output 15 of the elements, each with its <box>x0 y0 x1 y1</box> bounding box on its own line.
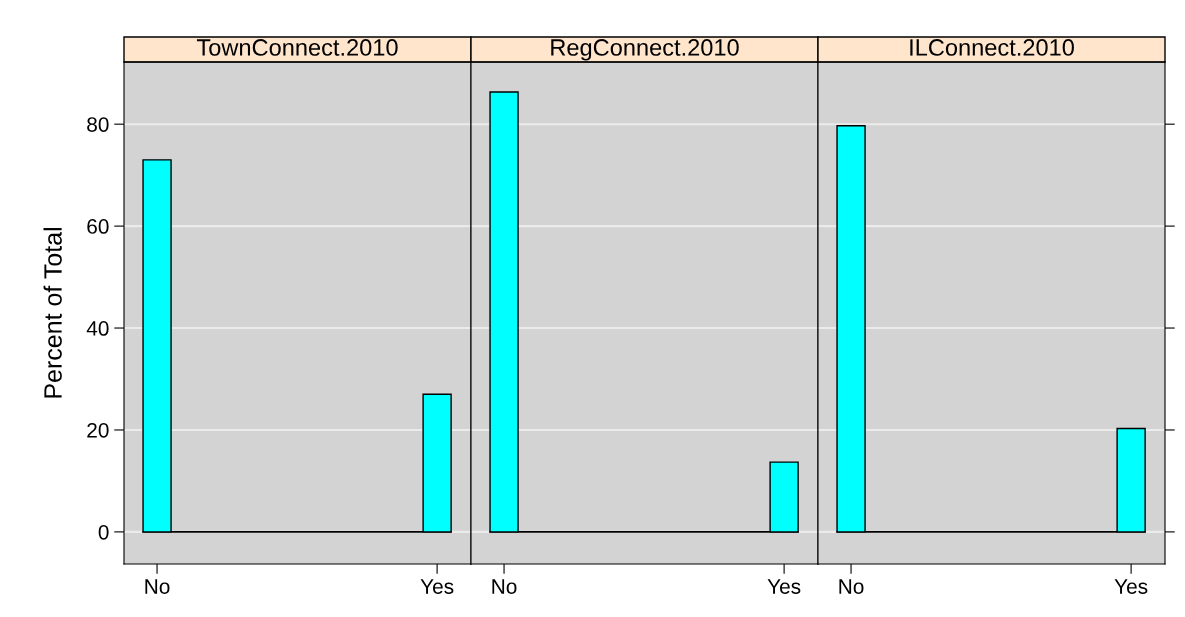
chart-title: ILConnect.2010 <box>910 39 1074 56</box>
x-tick-label: No <box>145 579 170 594</box>
chart-title: TownConnect.2010 <box>196 39 398 56</box>
y-tick-label: 60 <box>87 219 109 234</box>
y-tick-label: 20 <box>87 422 109 438</box>
x-tick-label: Yes <box>767 579 801 594</box>
x-tick-label: Yes <box>1114 579 1148 594</box>
y-tick-label: 0 <box>98 524 109 540</box>
y-axis-title: Percent of Total <box>43 228 62 398</box>
chart-title: RegConnect.2010 <box>551 39 739 61</box>
x-tick-label: No <box>492 579 517 594</box>
x-tick-label: Yes <box>420 579 454 594</box>
y-tick-label: 80 <box>87 117 109 132</box>
x-tick-label: No <box>839 579 864 594</box>
y-tick-label: 40 <box>86 321 109 336</box>
